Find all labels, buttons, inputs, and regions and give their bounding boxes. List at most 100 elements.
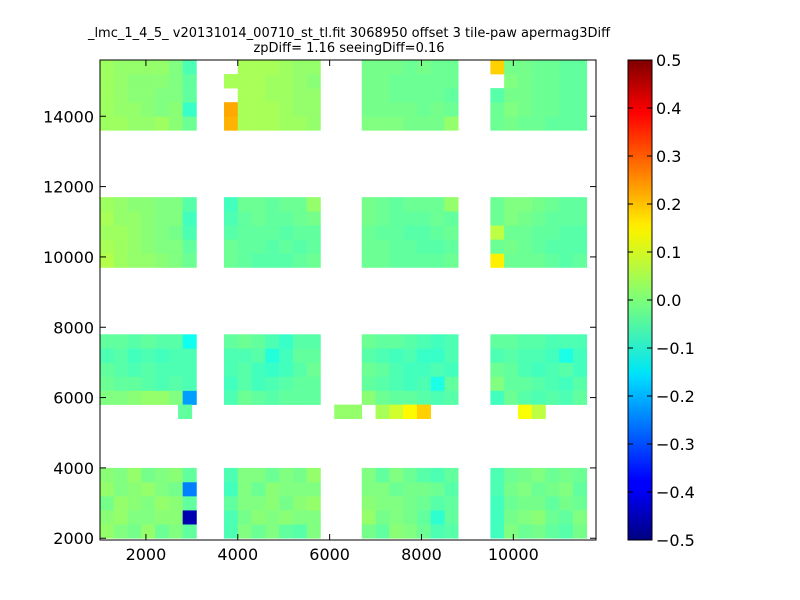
heatmap-cell xyxy=(155,362,170,377)
heatmap-cell xyxy=(490,253,505,268)
heatmap-cell xyxy=(279,510,294,525)
heatmap-cell xyxy=(279,376,294,391)
colorbar-ticks: −0.5 −0.4 −0.3 −0.2 −0.1 0.0 0.1 0.2 0.3 0.4 0.5 xyxy=(628,51,695,550)
heatmap-cell xyxy=(251,197,266,212)
heatmap-cell xyxy=(100,524,115,539)
heatmap-cell xyxy=(531,239,546,254)
heatmap-cell xyxy=(265,211,280,226)
heatmap-cell xyxy=(100,496,115,511)
heatmap-cell xyxy=(168,239,183,254)
heatmap-cell xyxy=(100,239,115,254)
heatmap-cell xyxy=(306,524,321,539)
heatmap-cell xyxy=(292,197,307,212)
heatmap-cell xyxy=(361,481,376,497)
heatmap-cell xyxy=(361,496,376,511)
heatmap-cell xyxy=(237,225,252,240)
heatmap-cell xyxy=(416,116,431,131)
heatmap-cell xyxy=(168,362,183,377)
heatmap-cell xyxy=(292,102,307,117)
heatmap-cell xyxy=(517,74,533,89)
heatmap-cell xyxy=(389,404,404,419)
colorbar-tick-label: −0.4 xyxy=(656,483,695,502)
x-tick-label: 6000 xyxy=(309,545,350,564)
y-tick-label: 14000 xyxy=(43,107,94,126)
heatmap-cell xyxy=(517,88,533,103)
heatmap-cell xyxy=(141,481,156,497)
heatmap-cell xyxy=(113,102,128,117)
heatmap-cell xyxy=(237,376,252,391)
heatmap-cell xyxy=(375,404,390,419)
heatmap-cell xyxy=(279,253,294,268)
heatmap-cell xyxy=(559,496,574,511)
heatmap-cell xyxy=(155,510,170,525)
heatmap-cell xyxy=(444,253,459,268)
heatmap-cell xyxy=(141,467,156,483)
heatmap-cell xyxy=(430,348,445,363)
colorbar-tick-label: −0.3 xyxy=(656,435,695,454)
heatmap-cell xyxy=(141,74,156,89)
heatmap-cell xyxy=(306,510,321,525)
heatmap-cell xyxy=(416,481,431,497)
y-tick-label: 12000 xyxy=(43,178,94,197)
heatmap-cell xyxy=(375,116,390,131)
heatmap-cell xyxy=(430,116,445,131)
heatmap-cell xyxy=(531,102,546,117)
heatmap-cell xyxy=(490,348,505,363)
heatmap-cell xyxy=(168,496,183,511)
heatmap-cell xyxy=(265,197,280,212)
heatmap-cell xyxy=(403,239,418,254)
heatmap-cell xyxy=(141,211,156,226)
heatmap-cell xyxy=(389,74,404,89)
heatmap-cell xyxy=(361,197,376,212)
heatmap-cell xyxy=(389,390,404,405)
heatmap-cell xyxy=(444,362,459,377)
heatmap-cell xyxy=(224,510,239,525)
heatmap-cell xyxy=(517,376,533,391)
heatmap-cell xyxy=(444,211,459,226)
heatmap-cell xyxy=(430,253,445,268)
heatmap-cell xyxy=(251,253,266,268)
heatmap-cell xyxy=(430,390,445,405)
heatmap-cell xyxy=(100,334,115,349)
heatmap-cell xyxy=(292,239,307,254)
heatmap-cell xyxy=(389,88,404,103)
heatmap-cell xyxy=(168,211,183,226)
heatmap-cell xyxy=(141,348,156,363)
heatmap-cell xyxy=(531,524,546,539)
heatmap-cell xyxy=(127,334,142,349)
heatmap-cell xyxy=(490,211,505,226)
heatmap-cell xyxy=(279,496,294,511)
heatmap-cell xyxy=(490,197,505,212)
heatmap-cell xyxy=(361,334,376,349)
heatmap-cell xyxy=(155,88,170,103)
heatmap-cell xyxy=(279,60,294,75)
heatmap-cell xyxy=(504,390,519,405)
heatmap-cell xyxy=(389,524,404,539)
heatmap-cell xyxy=(292,496,307,511)
heatmap-cell xyxy=(504,211,519,226)
heatmap-cell xyxy=(237,60,252,75)
heatmap-cell xyxy=(517,524,533,539)
heatmap-cell xyxy=(251,225,266,240)
colorbar-tick-label: 0.1 xyxy=(656,243,681,262)
heatmap-cell xyxy=(168,348,183,363)
heatmap-cell xyxy=(182,390,197,405)
heatmap-cell xyxy=(375,376,390,391)
heatmap-cell xyxy=(403,404,418,419)
heatmap-cell xyxy=(306,334,321,349)
heatmap-cell xyxy=(182,496,197,511)
heatmap-cell xyxy=(490,60,505,75)
heatmap-cell xyxy=(517,481,533,497)
heatmap-cell xyxy=(182,102,197,117)
heatmap-cell xyxy=(113,376,128,391)
heatmap-cell xyxy=(265,102,280,117)
heatmap-cell xyxy=(155,334,170,349)
heatmap-cell xyxy=(430,524,445,539)
heatmap-cell xyxy=(113,197,128,212)
heatmap-cell xyxy=(375,74,390,89)
heatmap-cell xyxy=(182,253,197,268)
heatmap-cell xyxy=(292,116,307,131)
heatmap-cell xyxy=(517,239,533,254)
heatmap-cell xyxy=(155,239,170,254)
